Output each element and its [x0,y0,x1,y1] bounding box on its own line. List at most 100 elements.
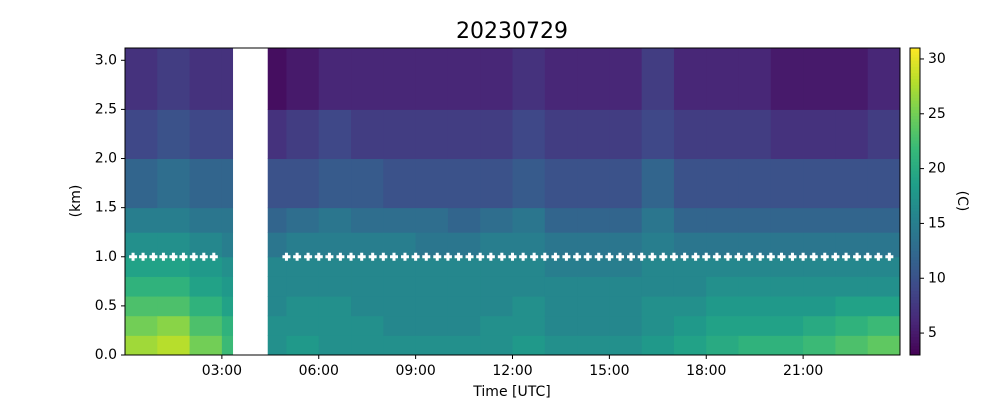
heatmap-cell [221,335,234,356]
heatmap-cell [803,48,836,110]
heatmap-cell [267,296,287,317]
heatmap-cell [318,207,352,233]
heatmap-cell [706,48,740,110]
heatmap-cell [318,232,352,258]
colorbar-segment [910,161,920,166]
heatmap-cell [609,315,643,336]
colorbar-segment [910,201,920,206]
colorbar-segment [910,195,920,199]
colorbar-segment [910,290,920,295]
colorbar-segment [910,183,920,187]
heatmap-cell [383,315,417,336]
heatmap-cell [383,48,417,110]
heatmap-cell [835,276,869,297]
marker [573,252,582,261]
heatmap-cell [189,158,223,209]
colorbar-segment [910,106,920,110]
heatmap-cell [125,315,158,336]
marker [637,252,646,261]
heatmap-cell [770,256,804,277]
marker [508,252,517,261]
colorbar-segment [910,137,920,141]
heatmap-cell [286,276,320,297]
marker [465,252,474,261]
colorbar-segment [910,164,920,169]
colorbar-segment [910,57,920,61]
colorbar-segment [910,342,920,347]
colorbar-segment [910,133,920,138]
heatmap-cell [189,296,223,317]
heatmap-cell [544,207,578,233]
heatmap-cell [544,276,578,297]
colorbar-frame [909,47,921,356]
colorbar-label: (C) [954,191,970,212]
heatmap-cell [383,296,417,317]
heatmap-cell [867,48,901,110]
marker [209,252,218,261]
heatmap-cell [221,158,234,209]
marker [282,252,291,261]
heatmap-cell [867,335,901,356]
heatmap-cell [609,48,643,110]
colorbar-segment [910,66,920,70]
heatmap-cell [318,335,352,356]
colorbar-segment [910,302,920,307]
marker [745,252,754,261]
heatmap-cell [157,207,191,233]
heatmap-cell [835,315,869,336]
heatmap-cell [286,296,320,317]
marker [885,252,894,261]
colorbar-segment [910,259,920,264]
heatmap-cell [512,335,546,356]
heatmap-cell [609,256,643,277]
y-axis-label: (km) [68,185,84,218]
heatmap-cell [673,48,707,110]
heatmap-cell [738,256,772,277]
heatmap-cell [512,276,546,297]
heatmap-cell [544,109,578,160]
colorbar-segment [910,118,920,123]
marker [443,252,452,261]
colorbar-segment [910,60,920,64]
colorbar-segment [910,244,920,249]
heatmap-cell [673,207,707,233]
colorbar-segment [910,155,920,160]
heatmap-cell [512,48,546,110]
marker [486,252,495,261]
marker [583,252,592,261]
marker [169,252,178,261]
marker [199,252,208,261]
heatmap-cell [641,315,675,336]
heatmap-cell [267,48,287,110]
heatmap-cell [447,256,481,277]
colorbar-segment [910,167,920,172]
colorbar-segment [910,222,920,227]
heatmap-cell [770,207,804,233]
colorbar-segment [910,305,920,310]
marker [400,252,409,261]
heatmap-cell [803,158,836,209]
heatmap-cell [383,207,417,233]
colorbar-segment [910,94,920,98]
heatmap-cell [286,109,320,160]
colorbar-segment [910,186,920,190]
marker [314,252,323,261]
heatmap-cell [480,48,513,110]
heatmap-cell [544,256,578,277]
heatmap-cell [609,276,643,297]
heatmap-cell [286,158,320,209]
colorbar-segment [910,241,920,245]
colorbar-segment [910,103,920,107]
colorbar-segment [910,247,920,252]
x-tick-label: 15:00 [589,363,629,379]
colorbar-segment [910,299,920,304]
heatmap-cell [512,158,546,209]
heatmap-cell [189,276,223,297]
heatmap-cell [447,232,481,258]
marker [831,252,840,261]
colorbar-segment [910,226,920,230]
marker [379,252,388,261]
marker [551,252,560,261]
heatmap-cell [867,109,901,160]
heatmap-cell [221,276,234,297]
